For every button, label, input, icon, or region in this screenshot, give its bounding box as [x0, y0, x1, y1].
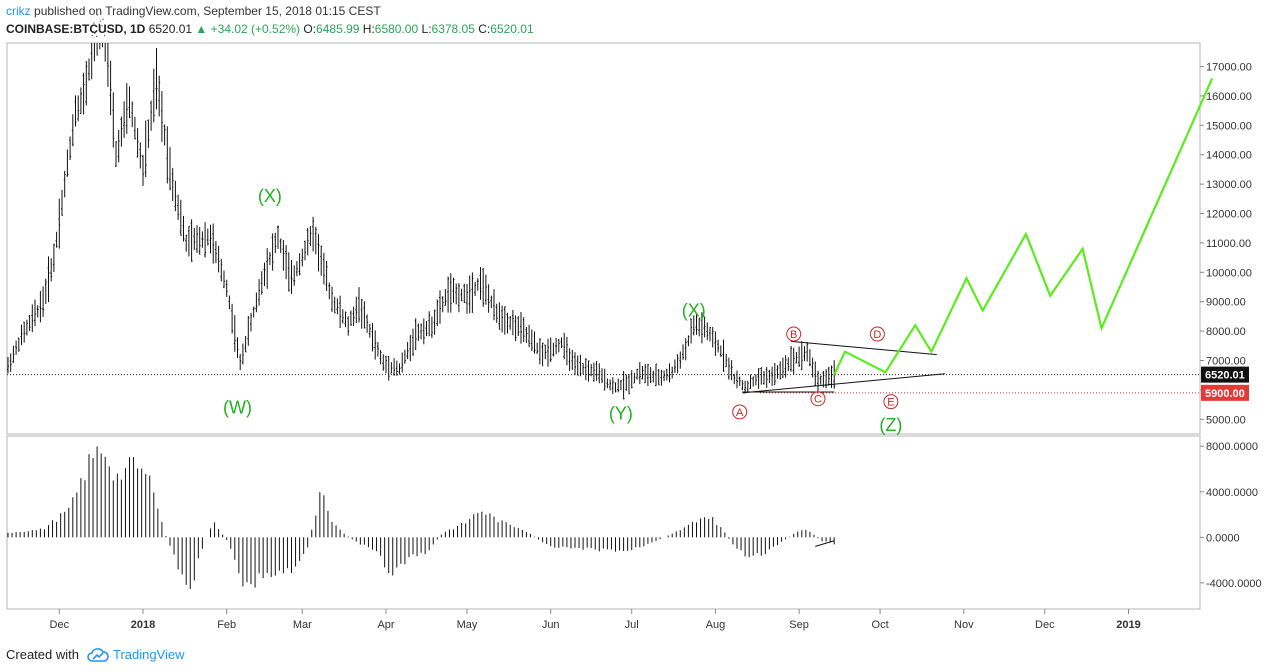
stop-level-tag: [1201, 384, 1249, 401]
high-label: H:: [362, 22, 375, 36]
time-tick-label: Dec: [1035, 619, 1055, 631]
author-link[interactable]: crikz: [6, 4, 31, 18]
price-tick-label: 5000.00: [1206, 414, 1246, 426]
wave-label-letter: C: [814, 394, 822, 406]
created-with-text: Created with: [6, 647, 79, 662]
wave-label: (Y): [609, 403, 633, 423]
price-tick-label: 8000.00: [1206, 326, 1246, 338]
osc-signal-line: [815, 540, 835, 547]
high-value: 6580.00: [374, 22, 419, 36]
osc-tick-label: -4000.0000: [1206, 578, 1262, 590]
open-label: O:: [303, 22, 317, 36]
wave-label-circle: [786, 326, 802, 342]
wave-label-circle: [883, 394, 899, 410]
wave-label: (Z): [879, 415, 902, 435]
symbol-info: COINBASE:BTCUSD, 1D 6520.01 ▲ +34.02 (+0…: [6, 22, 534, 36]
osc-tick-label: 8000.0000: [1206, 441, 1258, 453]
time-tick-label: May: [457, 619, 478, 631]
price-change: ▲ +34.02 (+0.52%): [195, 22, 301, 36]
wave-label-letter: A: [736, 407, 744, 419]
price-tick-label: 12000.00: [1206, 209, 1252, 221]
osc-tick-label: 0.0000: [1206, 532, 1240, 544]
publish-info: crikz published on TradingView.com, Sept…: [6, 4, 381, 18]
time-tick-label: Jul: [625, 619, 639, 631]
trendline: [790, 340, 937, 356]
price-tick-label: 7000.00: [1206, 356, 1246, 368]
time-tick-label: Mar: [293, 619, 312, 631]
oscillator-pane[interactable]: [6, 435, 1201, 610]
last-price-tag: [1201, 366, 1249, 383]
price-tick-label: 13000.00: [1206, 179, 1252, 191]
last-price-tag-label: 6520.01: [1205, 370, 1245, 382]
price-tick-label: 11000.00: [1206, 238, 1251, 250]
price-tick-label: 17000.00: [1206, 62, 1252, 74]
price-tick-label: 14000.00: [1206, 150, 1252, 162]
wave-label: (X): [682, 300, 706, 320]
wave-label-circle: [732, 404, 748, 420]
publish-text: published on TradingView.com, September …: [34, 4, 381, 18]
tradingview-link[interactable]: TradingView: [112, 647, 185, 662]
low-label: L:: [421, 22, 432, 36]
time-tick-label: Apr: [377, 619, 394, 631]
price-bars: [7, 14, 836, 400]
time-tick-label: 2018: [131, 619, 155, 631]
wave-label: (W): [223, 397, 252, 417]
price-grid: [7, 374, 1200, 394]
time-tick-label: Oct: [872, 619, 889, 631]
time-tick-label: Feb: [217, 619, 236, 631]
projection-path: [833, 77, 1214, 376]
wave-label-letter: D: [873, 329, 881, 341]
price-tick-label: 10000.00: [1206, 267, 1252, 279]
low-value: 6378.05: [431, 22, 475, 36]
last-price: 6520.01: [148, 22, 193, 36]
time-tick-label: Aug: [706, 619, 726, 631]
close-label: C:: [478, 22, 491, 36]
stop-level-tag-label: 5900.00: [1205, 388, 1245, 400]
wave-label-letter: E: [887, 397, 894, 409]
trendline: [742, 373, 945, 394]
time-tick-label: Jun: [542, 619, 560, 631]
symbol-name[interactable]: COINBASE:BTCUSD, 1D: [6, 22, 146, 36]
wave-label-circle: [869, 326, 885, 342]
time-tick-label: Sep: [789, 619, 809, 631]
tradingview-cloud-icon: [87, 647, 109, 662]
projection-line: [833, 77, 1214, 376]
osc-tick-label: 4000.0000: [1206, 487, 1258, 499]
time-tick-label: Nov: [954, 619, 974, 631]
price-tick-label: 9000.00: [1206, 297, 1246, 309]
wave-labels: (X) (W) (X) (Y) (Z) A B C D E: [223, 186, 902, 435]
close-value: 6520.01: [490, 22, 534, 36]
footer: Created with TradingView: [6, 647, 185, 662]
wave-label-letter: B: [790, 329, 797, 341]
price-tick-label: 15000.00: [1206, 120, 1252, 132]
price-tick-label: 16000.00: [1206, 91, 1252, 103]
axes: 17000.00 16000.00 15000.00 14000.00 13000.00…: [50, 62, 1262, 631]
wave-label-circle: [810, 391, 826, 407]
wave-label: (X): [258, 186, 282, 206]
oscillator-histogram: [7, 446, 835, 590]
price-pane[interactable]: [6, 42, 1201, 435]
open-value: 6485.99: [316, 22, 360, 36]
time-tick-label: Dec: [50, 619, 70, 631]
time-tick-label: 2019: [1116, 619, 1140, 631]
